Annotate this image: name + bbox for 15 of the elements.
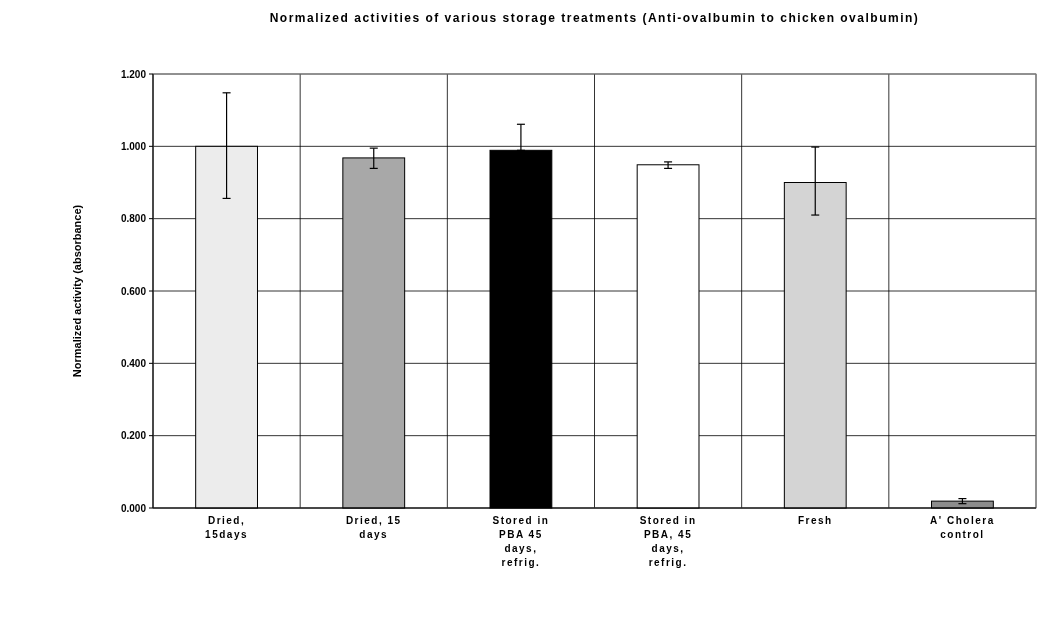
y-tick-label: 1.000	[120, 140, 147, 152]
y-tick-label: 0.600	[120, 285, 147, 297]
y-tick-label: 0.800	[120, 213, 147, 225]
x-tick-label: Dried, 15days	[205, 515, 249, 540]
y-tick-label: 1.200	[120, 68, 147, 80]
y-tick-label: 0.000	[120, 502, 147, 514]
x-tick-label: Stored in PBA 45 days, refrig.	[492, 515, 550, 568]
x-tick-label: Fresh	[797, 515, 833, 526]
chart-title: Normalized activities of various storage treatments (Anti-ovalbumin to chicken ovalbumin)	[269, 11, 920, 25]
x-tick-label: Dried, 15 days	[345, 515, 402, 540]
y-tick-label: 0.200	[120, 430, 147, 442]
x-tick-label: A' Cholera control	[930, 515, 995, 540]
x-tick-label: Stored in PBA, 45 days, refrig.	[639, 515, 697, 568]
y-axis-title: Normalized activity (absorbance)	[71, 204, 83, 378]
y-tick-label: 0.400	[120, 357, 147, 369]
